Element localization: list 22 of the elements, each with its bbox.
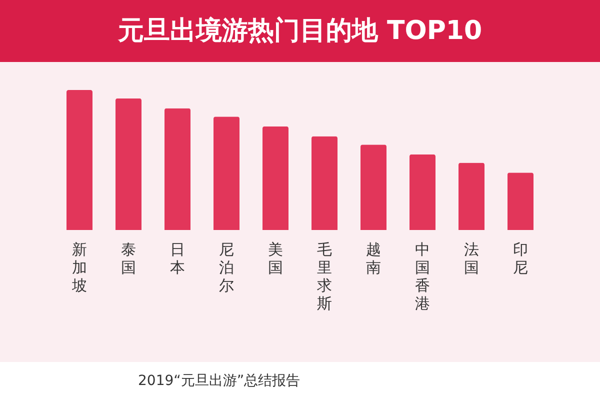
text: 2019“元旦出游”总结报告 (138, 372, 300, 390)
bar (458, 162, 484, 230)
bar (360, 144, 386, 230)
x-tick-label: 法国 (464, 240, 479, 276)
x-tick-label: 毛里求斯 (317, 240, 332, 312)
bar (262, 126, 288, 230)
x-tick-label: 越南 (366, 240, 381, 276)
bar (312, 136, 338, 230)
x-tick-label: 泰国 (121, 240, 136, 276)
bar (214, 116, 240, 230)
x-tick-label: 中国香港 (415, 240, 430, 312)
bar (410, 154, 436, 230)
bar (164, 108, 190, 230)
x-tick-label: 印尼 (513, 240, 528, 276)
x-tick-label: 日本 (170, 240, 185, 276)
x-tick-label: 新加坡 (71, 240, 87, 294)
bar (66, 90, 92, 230)
bar (116, 98, 142, 230)
x-tick-label: 尼泊尔 (219, 240, 234, 294)
x-tick-label: 美国 (268, 240, 283, 276)
bar (508, 172, 534, 230)
chart-title: 元旦出境游热门目的地 TOP10 (116, 16, 482, 46)
